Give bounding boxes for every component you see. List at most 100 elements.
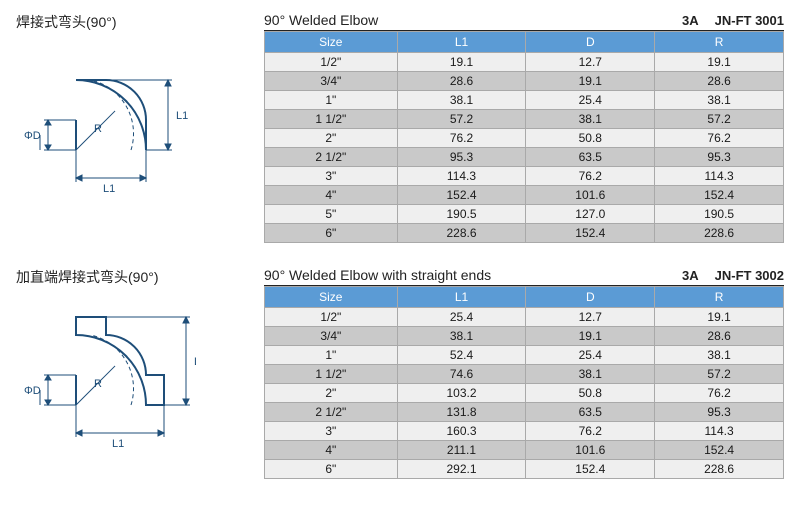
cell: 1/2" bbox=[265, 308, 398, 327]
col-header: D bbox=[526, 287, 655, 308]
cell: 114.3 bbox=[655, 167, 784, 186]
table-row: 2 1/2"131.863.595.3 bbox=[265, 403, 784, 422]
cell: 131.8 bbox=[397, 403, 526, 422]
table-title: 90° Welded Elbow bbox=[264, 12, 378, 28]
cell: 12.7 bbox=[526, 308, 655, 327]
svg-text:L1: L1 bbox=[176, 110, 188, 122]
cell: 292.1 bbox=[397, 460, 526, 479]
table-row: 1"38.125.438.1 bbox=[265, 91, 784, 110]
left-title: 加直端焊接式弯头(90°) bbox=[16, 267, 246, 287]
cell: 76.2 bbox=[526, 167, 655, 186]
cell: 50.8 bbox=[526, 384, 655, 403]
cell: 25.4 bbox=[526, 346, 655, 365]
table-row: 3/4"38.119.128.6 bbox=[265, 327, 784, 346]
svg-text:L1: L1 bbox=[103, 183, 115, 195]
cell: 3/4" bbox=[265, 327, 398, 346]
right-column: 90° Welded Elbow with straight ends3AJN-… bbox=[264, 267, 784, 479]
table-row: 4"211.1101.6152.4 bbox=[265, 441, 784, 460]
cell: 38.1 bbox=[526, 365, 655, 384]
table-row: 2"76.250.876.2 bbox=[265, 129, 784, 148]
left-title: 焊接式弯头(90°) bbox=[16, 12, 246, 32]
cell: 152.4 bbox=[397, 186, 526, 205]
table-row: 2 1/2"95.363.595.3 bbox=[265, 148, 784, 167]
table-row: 1 1/2"57.238.157.2 bbox=[265, 110, 784, 129]
cell: 12.7 bbox=[526, 53, 655, 72]
cell: 57.2 bbox=[655, 365, 784, 384]
table-title-row: 90° Welded Elbow 3AJN-FT 3001 bbox=[264, 12, 784, 31]
col-header: D bbox=[526, 32, 655, 53]
cell: 28.6 bbox=[655, 72, 784, 91]
cell: 1 1/2" bbox=[265, 365, 398, 384]
cell: 28.6 bbox=[655, 327, 784, 346]
table-row: 2"103.250.876.2 bbox=[265, 384, 784, 403]
table-row: 4"152.4101.6152.4 bbox=[265, 186, 784, 205]
cell: 38.1 bbox=[397, 327, 526, 346]
cell: 4" bbox=[265, 441, 398, 460]
col-header: L1 bbox=[397, 32, 526, 53]
cell: 3/4" bbox=[265, 72, 398, 91]
cell: 76.2 bbox=[397, 129, 526, 148]
left-column: 加直端焊接式弯头(90°) L1 L1 ΦD R bbox=[16, 267, 246, 465]
cell: 63.5 bbox=[526, 403, 655, 422]
cell: 63.5 bbox=[526, 148, 655, 167]
svg-text:R: R bbox=[94, 378, 102, 390]
cell: 57.2 bbox=[397, 110, 526, 129]
cell: 5" bbox=[265, 205, 398, 224]
cell: 190.5 bbox=[397, 205, 526, 224]
svg-text:R: R bbox=[94, 123, 102, 135]
cell: 74.6 bbox=[397, 365, 526, 384]
cell: 19.1 bbox=[397, 53, 526, 72]
cell: 1" bbox=[265, 346, 398, 365]
table-title-row: 90° Welded Elbow with straight ends3AJN-… bbox=[264, 267, 784, 286]
col-header: Size bbox=[265, 32, 398, 53]
svg-text:ΦD: ΦD bbox=[24, 385, 41, 397]
table-codes: 3AJN-FT 3001 bbox=[682, 13, 784, 28]
cell: 160.3 bbox=[397, 422, 526, 441]
part-number: JN-FT 3001 bbox=[715, 13, 784, 28]
cell: 28.6 bbox=[397, 72, 526, 91]
cell: 76.2 bbox=[526, 422, 655, 441]
cell: 50.8 bbox=[526, 129, 655, 148]
cell: 152.4 bbox=[526, 460, 655, 479]
table-row: 6"228.6152.4228.6 bbox=[265, 224, 784, 243]
table-row: 1/2"19.112.719.1 bbox=[265, 53, 784, 72]
cell: 95.3 bbox=[655, 403, 784, 422]
cell: 1 1/2" bbox=[265, 110, 398, 129]
cell: 1/2" bbox=[265, 53, 398, 72]
cell: 25.4 bbox=[397, 308, 526, 327]
cell: 127.0 bbox=[526, 205, 655, 224]
cell: 57.2 bbox=[655, 110, 784, 129]
table-row: 3"160.376.2114.3 bbox=[265, 422, 784, 441]
cell: 2 1/2" bbox=[265, 403, 398, 422]
cell: 52.4 bbox=[397, 346, 526, 365]
table-codes: 3AJN-FT 3002 bbox=[682, 268, 784, 283]
table-row: 3/4"28.619.128.6 bbox=[265, 72, 784, 91]
cell: 6" bbox=[265, 460, 398, 479]
cell: 76.2 bbox=[655, 129, 784, 148]
cell: 152.4 bbox=[655, 186, 784, 205]
elbow-diagram: L1 L1 ΦD R bbox=[16, 295, 196, 465]
cell: 211.1 bbox=[397, 441, 526, 460]
cell: 4" bbox=[265, 186, 398, 205]
left-column: 焊接式弯头(90°) L1 L1 ΦD R bbox=[16, 12, 246, 210]
cell: 103.2 bbox=[397, 384, 526, 403]
standard-code: 3A bbox=[682, 268, 699, 283]
cell: 1" bbox=[265, 91, 398, 110]
cell: 6" bbox=[265, 224, 398, 243]
cell: 38.1 bbox=[397, 91, 526, 110]
cell: 152.4 bbox=[526, 224, 655, 243]
svg-text:L1: L1 bbox=[194, 356, 196, 368]
cell: 19.1 bbox=[655, 53, 784, 72]
cell: 228.6 bbox=[655, 224, 784, 243]
cell: 114.3 bbox=[655, 422, 784, 441]
cell: 2" bbox=[265, 129, 398, 148]
cell: 76.2 bbox=[655, 384, 784, 403]
cell: 2" bbox=[265, 384, 398, 403]
cell: 19.1 bbox=[655, 308, 784, 327]
table-row: 1/2"25.412.719.1 bbox=[265, 308, 784, 327]
svg-text:ΦD: ΦD bbox=[24, 130, 41, 142]
table-row: 5"190.5127.0190.5 bbox=[265, 205, 784, 224]
cell: 19.1 bbox=[526, 327, 655, 346]
cell: 38.1 bbox=[526, 110, 655, 129]
col-header: R bbox=[655, 287, 784, 308]
